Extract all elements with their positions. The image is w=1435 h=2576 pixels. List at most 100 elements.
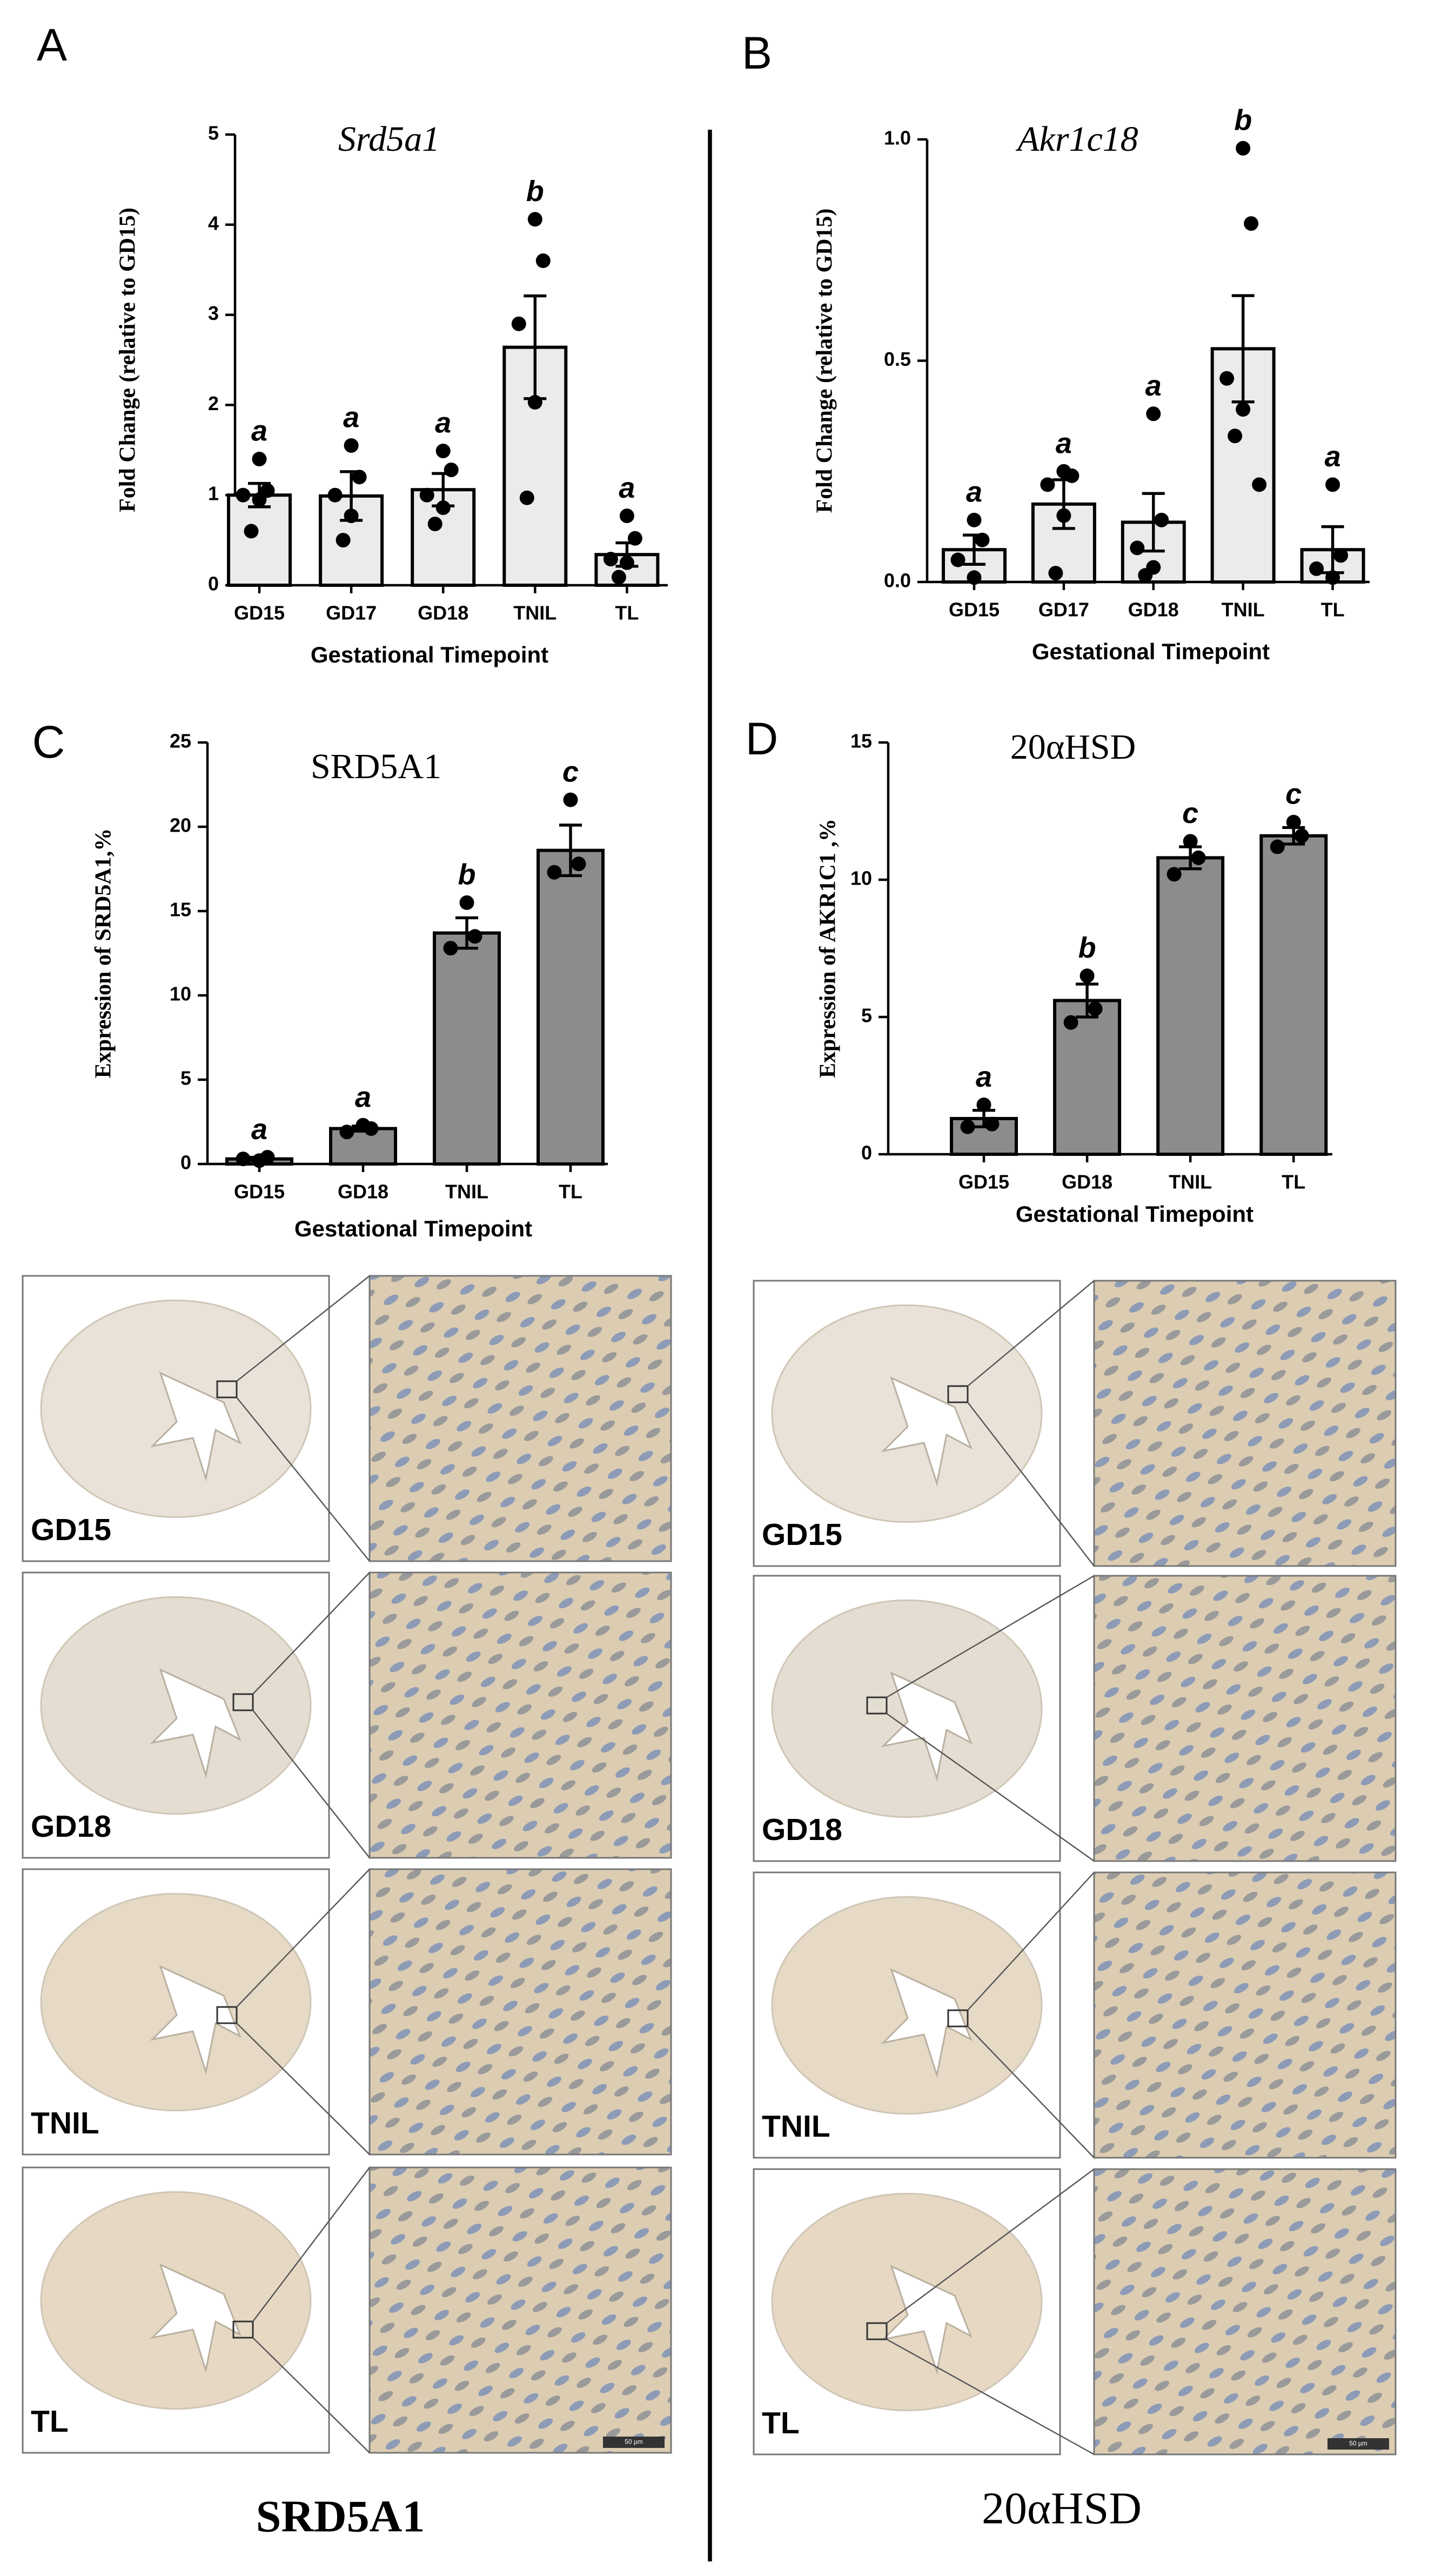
y-tick-label: 5 [180, 1067, 191, 1089]
data-point [1079, 968, 1095, 983]
bar [227, 493, 292, 587]
panel-label: A [37, 19, 67, 70]
data-point [1040, 477, 1055, 492]
data-point [344, 508, 359, 524]
significance-letter: c [1182, 797, 1198, 829]
data-point [950, 552, 965, 567]
data-point [611, 570, 626, 585]
x-tick-label: GD15 [958, 1171, 1009, 1193]
data-point [976, 1098, 991, 1113]
x-tick-label: TL [559, 1181, 582, 1203]
x-tick-label: TNIL [513, 602, 556, 624]
data-point [1063, 1015, 1078, 1030]
significance-letter: c [562, 755, 579, 788]
panel-label: D [746, 713, 779, 764]
significance-letter: b [1078, 932, 1096, 964]
x-tick-label: GD18 [1062, 1171, 1112, 1193]
significance-letter: a [619, 472, 635, 504]
x-axis-label: Gestational Timepoint [1016, 1201, 1253, 1227]
data-point [603, 552, 618, 567]
data-point [535, 253, 551, 269]
data-point [1244, 216, 1259, 231]
significance-letter: c [1285, 778, 1302, 811]
data-point [252, 492, 267, 507]
y-tick-label: 20 [170, 814, 191, 837]
y-tick-label: 2 [208, 392, 219, 414]
y-tick-label: 1.0 [884, 127, 911, 149]
chart-title: 20αHSD [1010, 727, 1136, 767]
scale-bar [1327, 2438, 1390, 2450]
data-point [459, 895, 474, 910]
y-tick-label: 5 [208, 122, 219, 144]
row-label: GD18 [31, 1809, 111, 1844]
bar [1156, 856, 1225, 1156]
x-tick-label: GD15 [949, 599, 1000, 621]
data-point [1138, 568, 1153, 583]
significance-letter: a [966, 476, 982, 508]
zoom-view [1093, 1575, 1397, 1862]
data-point [547, 865, 562, 880]
y-axis-label: Expression of AKR1C1 ,% [816, 819, 841, 1078]
significance-letter: a [1056, 427, 1072, 460]
lumen [881, 2265, 973, 2375]
row-label: GD15 [762, 1517, 842, 1552]
x-tick-label: TNIL [1169, 1171, 1212, 1193]
zoom-connector [967, 1872, 1095, 2011]
y-tick-label: 5 [861, 1005, 872, 1027]
data-point [627, 531, 642, 546]
roi-box [216, 1380, 238, 1399]
row-label: TL [762, 2406, 800, 2440]
caption: SRD5A1 [256, 2491, 425, 2541]
data-point [619, 508, 634, 524]
data-point [236, 487, 251, 503]
caption: 20αHSD [982, 2483, 1142, 2533]
zoom-connector [236, 1869, 370, 2008]
chart-title: Akr1c18 [1015, 119, 1138, 159]
data-point [1064, 468, 1079, 483]
data-point [511, 316, 526, 331]
zoom-connector [967, 2026, 1095, 2158]
significance-letter: a [355, 1081, 371, 1114]
y-tick-label: 0 [861, 1142, 872, 1164]
data-point [1088, 1001, 1103, 1016]
bar [537, 848, 605, 1166]
error-bar [559, 824, 582, 878]
data-point [1191, 850, 1206, 865]
y-axis-label: Fold Change (relative to GD15) [813, 209, 837, 513]
significance-letter: a [976, 1061, 992, 1093]
data-point [984, 1116, 1000, 1132]
data-point [1236, 402, 1251, 417]
error-bar [1231, 294, 1255, 404]
zoom-connector [967, 1280, 1095, 1387]
data-point [563, 792, 578, 807]
zoom-view [1093, 2168, 1397, 2455]
zoom-connector [252, 2337, 370, 2453]
zoom-connector [236, 2023, 370, 2155]
data-point [352, 470, 367, 485]
x-tick-label: GD17 [1038, 599, 1089, 621]
data-point [236, 1152, 251, 1167]
data-point [571, 857, 586, 872]
row-label: GD18 [762, 1812, 842, 1847]
y-tick-label: 10 [170, 983, 191, 1005]
data-point [435, 500, 451, 516]
error-bar [1076, 982, 1099, 1019]
roi-box [947, 1385, 969, 1403]
significance-letter: a [343, 402, 359, 434]
zoom-connector [886, 2338, 1095, 2455]
y-tick-label: 0 [208, 573, 219, 595]
zoom-view [1093, 1871, 1397, 2159]
x-tick-label: TNIL [445, 1181, 488, 1203]
roi-box [216, 2006, 238, 2024]
zoom-connector [886, 2169, 1095, 2324]
panel-label: C [32, 717, 65, 767]
y-tick-label: 0.5 [884, 348, 911, 370]
data-point [435, 443, 451, 458]
data-point [244, 524, 259, 539]
roi-box [232, 2320, 254, 2339]
y-tick-label: 3 [208, 302, 219, 324]
lumen [881, 1376, 973, 1487]
data-point [519, 490, 534, 505]
lumen [150, 1965, 242, 2075]
